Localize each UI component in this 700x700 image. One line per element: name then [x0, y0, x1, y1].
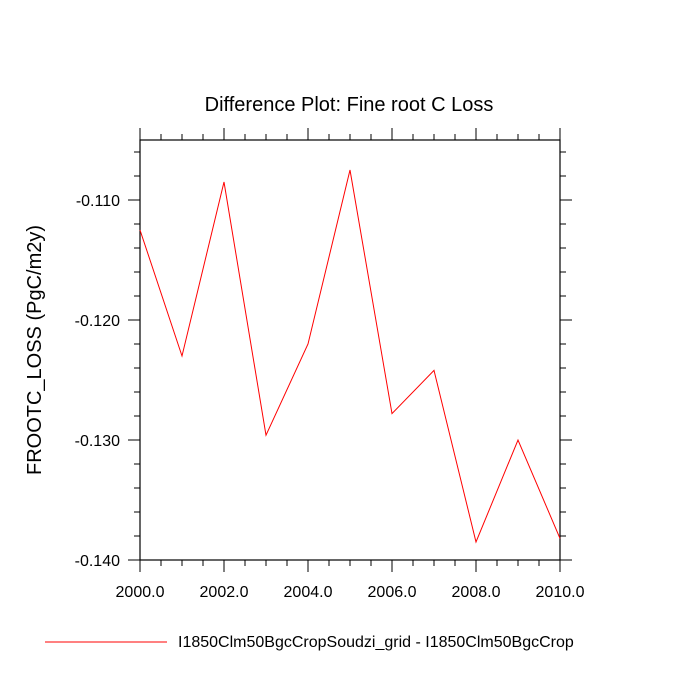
y-tick-label: -0.140	[75, 553, 120, 570]
y-tick-label: -0.120	[75, 313, 120, 330]
y-axis-label: FROOTC_LOSS (PgC/m2y)	[24, 225, 46, 475]
chart-title: Difference Plot: Fine root C Loss	[205, 94, 494, 116]
y-tick-label: -0.130	[75, 433, 120, 450]
series-line	[139, 169, 561, 544]
x-tick-label: 2002.0	[200, 584, 249, 601]
tick-labels: 2000.0 2002.0 2004.0 2006.0 2008.0 2010.0 -0.1…	[75, 193, 585, 601]
x-tick-label: 2008.0	[452, 584, 501, 601]
y-tick-label: -0.110	[76, 193, 120, 210]
x-tick-label: 2010.0	[536, 584, 585, 601]
plot-frame	[139, 139, 561, 561]
x-tick-label: 2004.0	[284, 584, 333, 601]
x-tick-label: 2006.0	[368, 584, 417, 601]
x-tick-label: 2000.0	[116, 584, 165, 601]
series-layer	[139, 169, 561, 544]
axis-ticks	[128, 128, 572, 572]
legend-label: I1850Clm50BgcCropSoudzi_grid - I1850Clm5…	[178, 634, 574, 651]
